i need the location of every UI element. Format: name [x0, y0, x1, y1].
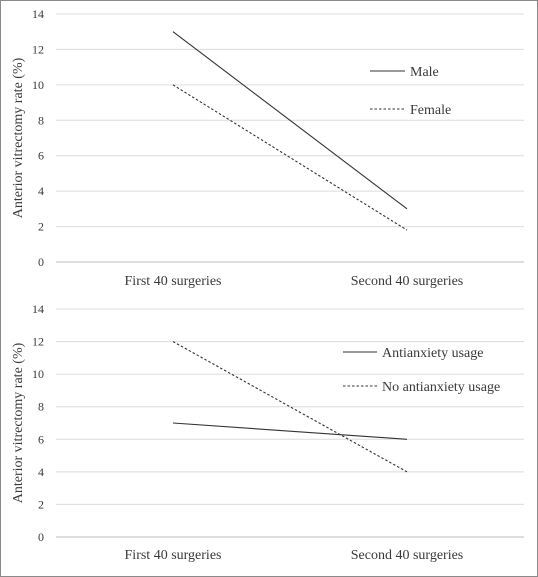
- legend-label: Male: [410, 65, 439, 80]
- y-tick-label: 14: [32, 302, 44, 316]
- x-category-label: Second 40 surgeries: [351, 548, 464, 563]
- y-tick-label: 2: [38, 220, 44, 234]
- y-axis-title: Anterior vitrectomy rate (%): [11, 342, 26, 503]
- x-category-label: First 40 surgeries: [125, 274, 222, 289]
- y-tick-label: 4: [38, 465, 44, 479]
- y-tick-label: 6: [38, 432, 44, 446]
- legend-label: Female: [410, 103, 451, 118]
- series-line-antianxiety-usage: [172, 422, 408, 440]
- y-tick-label: 2: [38, 497, 44, 511]
- y-tick-label: 8: [38, 113, 44, 127]
- x-category-label: Second 40 surgeries: [351, 274, 464, 289]
- series-line-male: [172, 31, 408, 210]
- y-tick-label: 4: [38, 184, 44, 198]
- series-line-female: [172, 84, 408, 231]
- y-tick-label: 12: [32, 335, 44, 349]
- x-category-label: First 40 surgeries: [125, 548, 222, 563]
- y-tick-label: 14: [32, 7, 44, 21]
- y-tick-label: 0: [38, 530, 44, 544]
- y-tick-label: 10: [32, 367, 44, 381]
- y-tick-label: 12: [32, 42, 44, 56]
- legend-label: Antianxiety usage: [382, 346, 483, 361]
- y-tick-label: 8: [38, 400, 44, 414]
- legend-label: No antianxiety usage: [382, 380, 500, 395]
- y-tick-label: 0: [38, 255, 44, 269]
- y-tick-label: 6: [38, 149, 44, 163]
- y-tick-label: 10: [32, 78, 44, 92]
- y-axis-title: Anterior vitrectomy rate (%): [11, 57, 26, 218]
